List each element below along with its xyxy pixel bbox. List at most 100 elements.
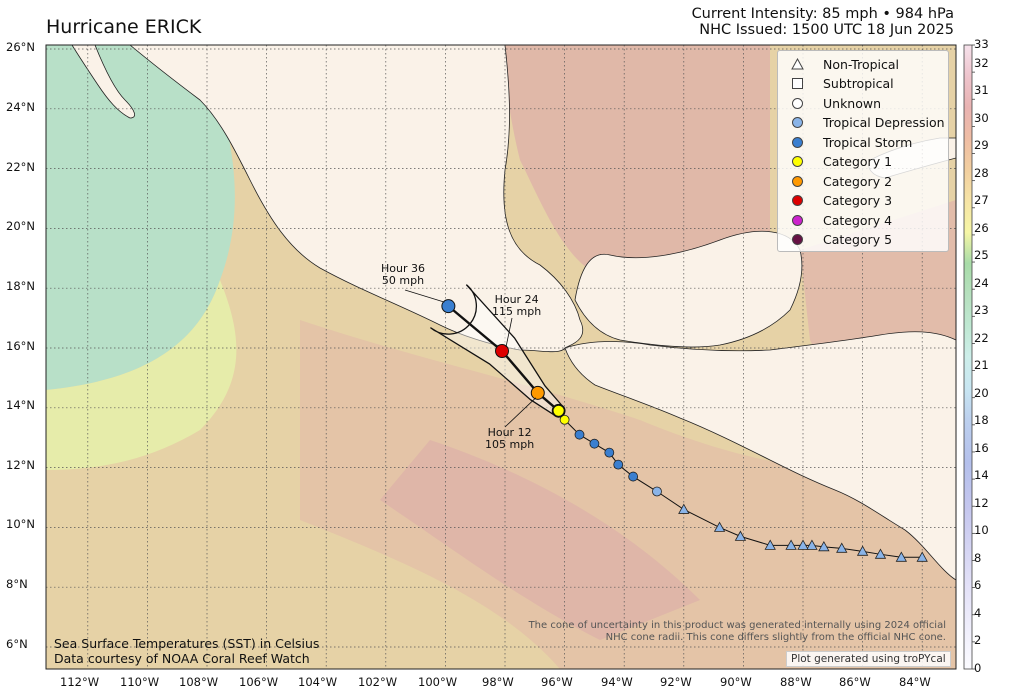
colorbar-tick: 32 <box>974 56 989 70</box>
forecast-label-hour: Hour 36 <box>381 262 425 275</box>
legend-label: Non-Tropical <box>823 56 900 72</box>
track-point-non-tropical <box>916 551 928 562</box>
forecast-point-category-3 <box>495 343 510 358</box>
triangle-icon <box>788 55 806 73</box>
legend-label: Tropical Depression <box>823 115 945 130</box>
lon-label: 110°W <box>120 675 160 689</box>
track-point-non-tropical <box>764 539 776 550</box>
forecast-label-speed: 105 mph <box>485 438 535 451</box>
lat-label: 26°N <box>6 40 35 54</box>
cone-note-line1: The cone of uncertainty in this product … <box>528 620 946 631</box>
lat-label: 20°N <box>6 219 35 233</box>
colorbar-tick: 2 <box>974 633 982 647</box>
lon-label: 104°W <box>298 675 338 689</box>
lat-label: 18°N <box>6 279 35 293</box>
forecast-point-category-1 <box>551 403 566 418</box>
lat-label: 8°N <box>6 577 28 591</box>
circle-icon <box>788 172 806 190</box>
track-point-non-tropical <box>713 521 726 532</box>
colorbar-tick: 18 <box>974 413 989 427</box>
colorbar-tick: 14 <box>974 468 989 482</box>
track-point-tropical-storm <box>613 459 624 470</box>
track-point-category-1 <box>559 414 570 425</box>
colorbar-tick: 26 <box>974 221 989 235</box>
colorbar-tick-marks <box>972 44 975 670</box>
lon-label: 84°W <box>899 675 931 689</box>
land-yucatan <box>574 230 803 348</box>
track-point-tropical-storm <box>589 438 600 449</box>
lon-label: 98°W <box>482 675 514 689</box>
sst-source-line1: Sea Surface Temperatures (SST) in Celsiu… <box>54 636 320 651</box>
track-point-non-tropical <box>797 539 809 550</box>
legend-label: Category 5 <box>823 232 893 247</box>
circle-icon <box>788 192 806 210</box>
track-point-non-tropical <box>785 539 797 550</box>
graticule <box>46 45 956 669</box>
colorbar-tick: 21 <box>974 358 989 372</box>
forecast-point-category-2 <box>530 385 545 400</box>
colorbar-tick: 28 <box>974 166 989 180</box>
legend-label: Subtropical <box>823 76 894 91</box>
legend-item-unknown: Unknown <box>788 94 881 112</box>
nhc-issued-time: NHC Issued: 1500 UTC 18 Jun 2025 <box>699 22 954 38</box>
colorbar-tick: 16 <box>974 441 989 455</box>
forecast-label-leader <box>504 397 537 428</box>
legend: Non-Tropical Subtropical Unknown Tropica… <box>777 50 949 252</box>
sst-warm-band <box>300 320 956 669</box>
legend-item-tropical-depression: Tropical Depression <box>788 114 945 132</box>
track-points <box>404 289 928 562</box>
storm-title: Hurricane ERICK <box>46 16 202 38</box>
circle-icon <box>788 94 806 112</box>
legend-item-category-3: Category 3 <box>788 192 892 210</box>
legend-label: Category 3 <box>823 193 893 208</box>
sst-colorbar <box>963 44 973 670</box>
colorbar-tick: 12 <box>974 496 989 510</box>
track-point-non-tropical <box>874 548 887 559</box>
legend-label: Category 2 <box>823 173 893 189</box>
forecast-label-hour: Hour 24 <box>494 293 539 306</box>
lon-label: 108°W <box>179 675 219 689</box>
colorbar-tick: 29 <box>974 138 989 152</box>
lat-label: 22°N <box>6 160 35 174</box>
sst-warm-patch <box>380 440 700 640</box>
lat-label: 16°N <box>6 339 35 353</box>
track-point-non-tropical <box>836 542 848 553</box>
colorbar-tick: 23 <box>974 303 989 317</box>
circle-icon <box>788 133 806 151</box>
cone-note-line2: NHC cone radii. This cone differs slight… <box>605 632 946 643</box>
lon-label: 92°W <box>660 675 692 689</box>
lon-label: 100°W <box>418 675 458 689</box>
track-point-tropical-depression <box>652 486 662 497</box>
track-point-non-tropical <box>856 545 869 556</box>
colorbar-tick: 6 <box>974 578 982 592</box>
current-intensity: Current Intensity: 85 mph • 984 hPa <box>691 6 954 22</box>
sst-cool-west-2 <box>46 280 237 470</box>
lat-label: 10°N <box>6 517 35 531</box>
lat-label: 12°N <box>6 458 35 472</box>
forecast-label-hour-12: Hour 12 105 mph <box>485 427 534 451</box>
sst-gulf <box>500 45 770 275</box>
sst-source-line2: Data courtesy of NOAA Coral Reef Watch <box>54 651 310 666</box>
circle-icon <box>788 211 806 229</box>
land-central-america <box>564 331 956 581</box>
colorbar-tick: 25 <box>974 248 989 262</box>
legend-item-category-4: Category 4 <box>788 211 892 229</box>
circle-icon <box>788 231 806 249</box>
colorbar-tick: 33 <box>974 37 989 51</box>
legend-item-category-1: Category 1 <box>788 153 892 171</box>
plot-credit: Plot generated using troPYcal <box>786 651 951 667</box>
square-icon <box>788 75 806 93</box>
circle-icon <box>788 114 806 132</box>
colorbar-tick: 31 <box>974 83 989 97</box>
circle-icon <box>788 153 806 171</box>
forecast-label-hour-36: Hour 36 50 mph <box>381 263 425 287</box>
legend-label: Category 1 <box>823 154 893 169</box>
legend-item-category-5: Category 5 <box>788 231 892 249</box>
colorbar-tick: 24 <box>974 276 989 290</box>
track-point-tropical-storm <box>628 471 639 482</box>
forecast-point-tropical-storm <box>441 299 456 314</box>
forecast-label-speed: 50 mph <box>381 274 425 287</box>
forecast-label-hour-24: Hour 24 115 mph <box>492 294 541 318</box>
forecast-label-leader <box>505 317 513 348</box>
lat-label: 14°N <box>6 398 35 412</box>
